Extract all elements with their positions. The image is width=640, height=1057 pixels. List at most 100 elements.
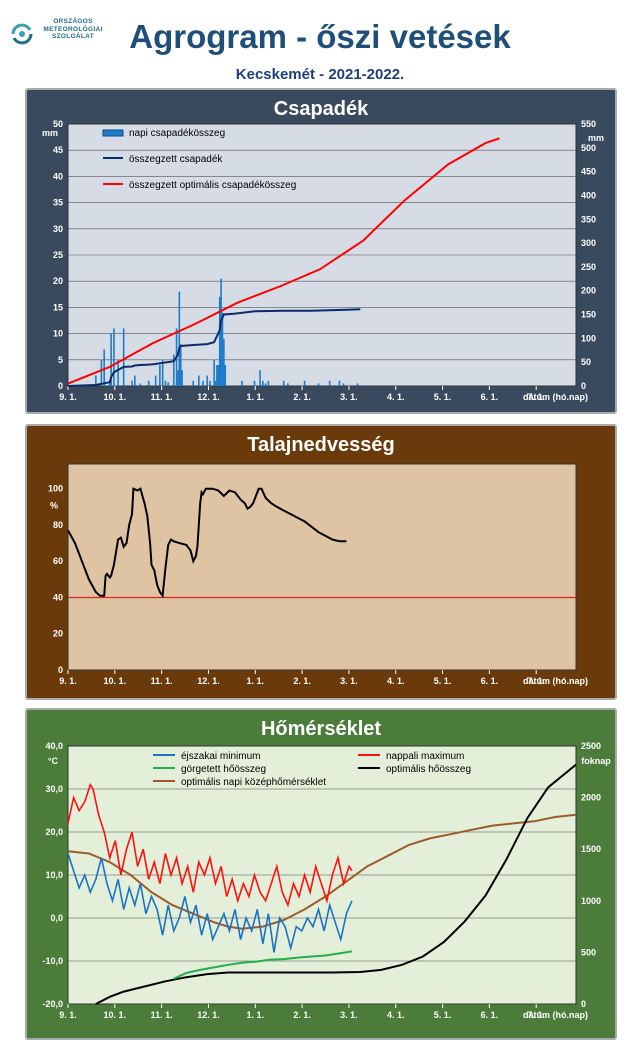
y-right-tick-label: 150 — [581, 310, 596, 320]
optimal-daily-mean-line — [67, 813, 577, 930]
rolling-heatsum-line — [173, 950, 353, 980]
precip-bar — [177, 370, 179, 386]
temperature-title: Hőmérséklet — [260, 718, 382, 740]
y-right-tick-label: 0 — [581, 999, 586, 1009]
y-left-tick-label: -20,0 — [42, 999, 63, 1009]
precip-bar — [209, 380, 211, 386]
x-tick-label: 12. 1. — [197, 676, 220, 686]
precip-bar — [328, 380, 331, 386]
cumulative-precip-line — [67, 308, 361, 387]
precip-bar — [172, 354, 175, 386]
precip-bar — [159, 365, 161, 386]
precip-bar — [287, 383, 289, 386]
precip-bar — [179, 344, 182, 386]
legend-optimal-precip: összegzett optimális csapadékösszeg — [129, 180, 296, 191]
logo-text: ORSZÁGOS METEOROLÓGIAI SZOLGÁLAT — [43, 18, 103, 41]
legend-daily-max: nappali maximum — [386, 751, 464, 762]
x-tick-label: 2. 1. — [293, 1010, 311, 1020]
precip-bar — [110, 333, 112, 386]
precip-bar — [216, 365, 218, 386]
precip-bar — [356, 383, 359, 386]
precip-bar — [117, 359, 119, 386]
precip-bar — [317, 383, 320, 386]
y-right-tick-label: 200 — [581, 286, 596, 296]
x-axis-label: dátum (hó.nap) — [523, 676, 588, 686]
legend-cumulative-precip: összegzett csapadék — [129, 154, 223, 165]
precip-bar — [164, 380, 167, 386]
x-tick-label: 3. 1. — [340, 1010, 358, 1020]
y-right-tick-label: 50 — [581, 357, 591, 367]
x-tick-label: 9. 1. — [59, 392, 77, 402]
x-tick-label: 12. 1. — [197, 392, 220, 402]
optimal-heatsum-line — [95, 763, 577, 1005]
precip-bar — [113, 328, 115, 386]
daily-max-line — [67, 782, 353, 908]
x-tick-label: 1. 1. — [247, 676, 265, 686]
precipitation-chart: 9. 1. 10. 1. 11. 1. 12. 1. 1. 1. 2. 1. 3. 1. 4.… — [42, 119, 604, 402]
y-left-tick-label: 10,0 — [45, 870, 63, 880]
precip-bar — [342, 383, 345, 386]
y-left-tick-label: 50 — [53, 119, 63, 129]
y-left-tick-label: 25 — [53, 250, 63, 260]
y-tick-label: 20 — [53, 629, 63, 639]
y-right-axis-label: foknap — [581, 756, 611, 766]
y-right-tick-label: 500 — [581, 947, 596, 957]
precip-bar — [192, 380, 195, 386]
legend-daily-precip: napi csapadékösszeg — [129, 128, 225, 139]
precip-bar — [103, 349, 105, 386]
soil-moisture-panel: Talajnedvesség 9. 1. 10. 1. 11. 1. 12. 1. 1.… — [25, 424, 617, 700]
x-tick-label: 7. 1. — [527, 392, 545, 402]
y-right-tick-label: 1000 — [581, 896, 601, 906]
y-right-tick-label: 0 — [581, 381, 586, 391]
y-tick-label: 0 — [58, 665, 63, 675]
x-tick-label: 6. 1. — [481, 1010, 499, 1020]
y-right-tick-label: 450 — [581, 167, 596, 177]
y-left-tick-label: 0 — [58, 381, 63, 391]
logo-line-1: ORSZÁGOS — [53, 18, 93, 25]
y-right-tick-label: 400 — [581, 190, 596, 200]
x-tick-label: 5. 1. — [434, 392, 452, 402]
x-axis-label: dátum (hó.nap) — [523, 1010, 588, 1020]
precip-bar — [154, 375, 157, 386]
x-tick-label: 2. 1. — [293, 676, 311, 686]
precip-bar — [181, 370, 183, 386]
logo-swirl-icon — [11, 23, 33, 45]
y-tick-label: 100 — [48, 484, 63, 494]
x-tick-label: 1. 1. — [247, 392, 265, 402]
legend-nightly-min: éjszakai minimum — [181, 751, 260, 762]
x-tick-label: 5. 1. — [434, 676, 452, 686]
soil-moisture-chart: 9. 1. 10. 1. 11. 1. 12. 1. 1. 1. 2. 1. 3. 1. 4.… — [48, 463, 588, 686]
y-tick-label: 40 — [53, 592, 63, 602]
precip-bar — [253, 380, 256, 386]
x-tick-label: 10. 1. — [104, 676, 127, 686]
y-right-tick-label: 550 — [581, 119, 596, 129]
x-tick-label: 5. 1. — [434, 1010, 452, 1020]
y-left-tick-label: 5 — [58, 355, 63, 365]
precip-bar — [262, 380, 264, 386]
y-right-tick-label: 500 — [581, 143, 596, 153]
precip-bar — [221, 312, 224, 386]
x-tick-label: 2. 1. — [293, 392, 311, 402]
precip-bar — [100, 359, 103, 386]
precip-bar — [223, 338, 225, 386]
x-tick-label: 11. 1. — [151, 676, 173, 686]
x-tick-label: 7. 1. — [527, 676, 545, 686]
nightly-min-line — [67, 853, 353, 953]
precip-bar — [338, 380, 341, 386]
x-axis-label: dátum (hó.nap) — [523, 392, 588, 402]
precip-bar — [303, 380, 306, 386]
y-right-tick-label: 2000 — [581, 793, 601, 803]
precip-bar — [267, 380, 270, 386]
legend-optimal-heatsum: optimális hőösszeg — [386, 764, 471, 775]
y-left-tick-label: -10,0 — [42, 956, 63, 966]
precip-bar — [108, 380, 111, 386]
y-left-tick-label: 40,0 — [45, 741, 63, 751]
precip-bar — [213, 359, 215, 386]
precip-bar — [282, 380, 285, 386]
logo-line-3: SZOLGÁLAT — [52, 33, 94, 40]
omsz-logo: ORSZÁGOS METEOROLÓGIAI SZOLGÁLAT — [10, 14, 120, 54]
precip-bar — [178, 291, 181, 386]
y-right-tick-label: 250 — [581, 262, 596, 272]
precipitation-title: Csapadék — [273, 98, 369, 120]
y-left-tick-label: 20 — [53, 276, 63, 286]
